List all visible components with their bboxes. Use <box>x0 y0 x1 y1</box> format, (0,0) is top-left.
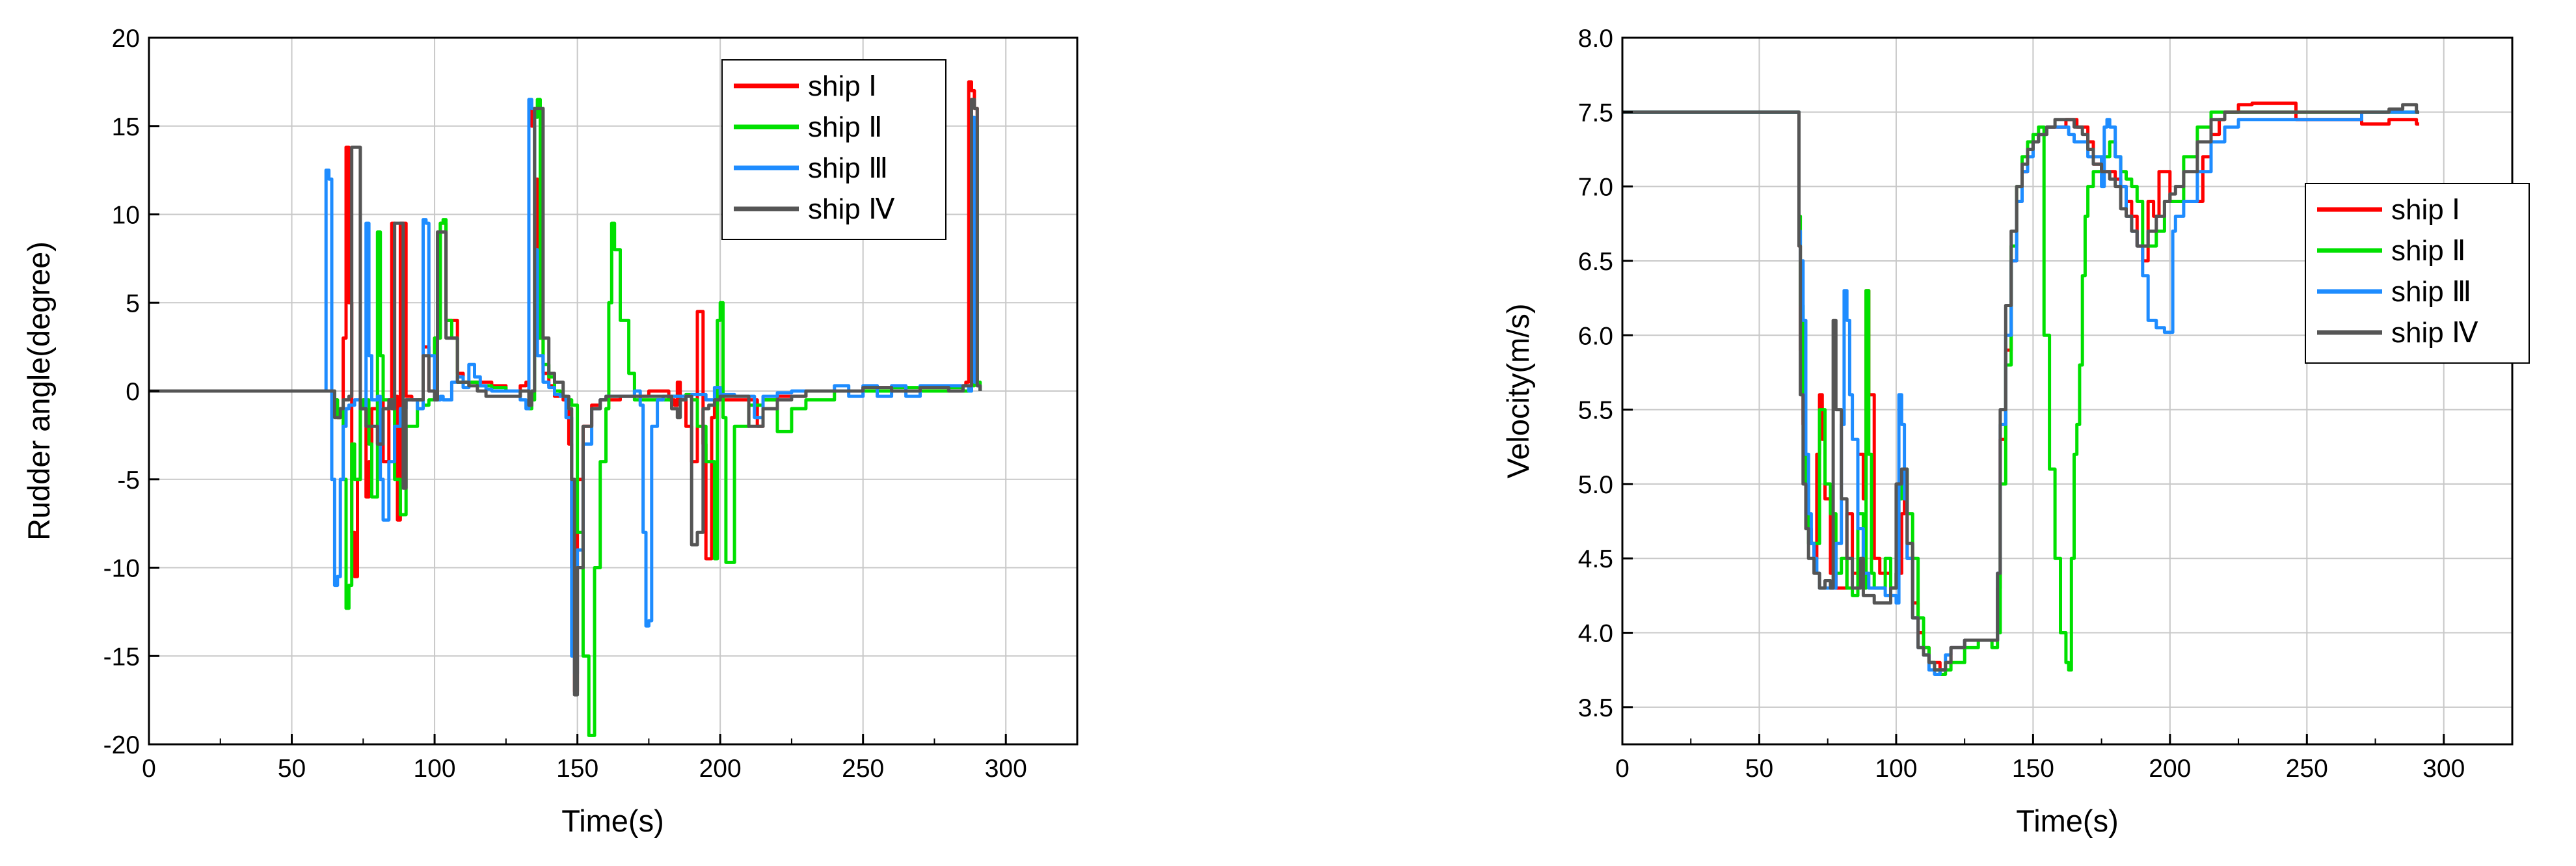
velocity-legend-label-4: ship Ⅳ <box>2391 317 2478 349</box>
velocity-y-tick-label: 5.5 <box>1578 397 1613 425</box>
rudder-legend-label-3: ship Ⅲ <box>808 152 888 184</box>
rudder-x-tick-label: 50 <box>278 755 306 783</box>
rudder-series-line-3 <box>149 98 982 675</box>
velocity-y-tick-label: 6.0 <box>1578 322 1613 350</box>
velocity-x-tick-label: 100 <box>1875 755 1917 783</box>
rudder-y-tick-label: -10 <box>103 555 140 583</box>
velocity-series-group <box>1622 101 2419 676</box>
rudder-x-tick-label: 0 <box>142 755 156 783</box>
rudder-y-tick-label: -20 <box>103 731 140 759</box>
velocity-series-line-4 <box>1622 103 2419 672</box>
rudder-y-tick-label: 10 <box>112 202 140 230</box>
rudder-x-tick-label: 200 <box>699 755 742 783</box>
velocity-chart: 0 50 100 150 200 250 300 3.5 4.0 4.5 5.0 5.5 6.0 6.5 7… <box>1501 25 2530 838</box>
velocity-y-tick-label: 7.0 <box>1578 174 1613 202</box>
rudder-x-tick-label: 300 <box>985 755 1027 783</box>
velocity-x-tick-label: 200 <box>2149 755 2191 783</box>
velocity-x-tick-label: 150 <box>2012 755 2054 783</box>
velocity-series-line-3 <box>1622 110 2419 676</box>
velocity-y-tick-label: 3.5 <box>1578 694 1613 722</box>
velocity-x-tick-label: 0 <box>1615 755 1630 783</box>
rudder-y-tick-label: -15 <box>103 643 140 671</box>
rudder-y-tick-label: 0 <box>126 378 140 406</box>
rudder-x-tick-label: 250 <box>842 755 884 783</box>
velocity-x-axis-title: Time(s) <box>2016 804 2119 838</box>
velocity-plot-frame <box>1621 36 2514 746</box>
rudder-y-axis-title: Rudder angle(degree) <box>21 241 56 541</box>
rudder-y-tick-label: 15 <box>112 113 140 141</box>
rudder-y-tick-label: 5 <box>126 290 140 318</box>
velocity-y-tick-label: 5.0 <box>1578 471 1613 499</box>
velocity-x-tick-label: 300 <box>2422 755 2465 783</box>
velocity-axis-ticks: 0 50 100 150 200 250 300 3.5 4.0 4.5 5.0 5.5 6.0 6.5 7… <box>1578 25 2465 783</box>
velocity-x-tick-label: 50 <box>1745 755 1773 783</box>
velocity-legend-label-2: ship Ⅱ <box>2391 235 2466 267</box>
velocity-legend-label-3: ship Ⅲ <box>2391 276 2471 308</box>
rudder-legend: ship Ⅰ ship Ⅱ ship Ⅲ ship Ⅳ <box>721 59 946 240</box>
rudder-y-tick-label: -5 <box>117 467 140 494</box>
velocity-y-tick-label: 4.5 <box>1578 545 1613 573</box>
velocity-y-tick-label: 8.0 <box>1578 25 1613 53</box>
rudder-legend-label-2: ship Ⅱ <box>808 111 883 143</box>
rudder-series-line-4 <box>149 98 982 697</box>
velocity-y-tick-label: 7.5 <box>1578 99 1613 127</box>
rudder-y-tick-label: 20 <box>112 25 140 53</box>
rudder-x-tick-label: 100 <box>414 755 456 783</box>
rudder-x-tick-label: 150 <box>556 755 598 783</box>
velocity-legend-label-1: ship Ⅰ <box>2391 194 2460 226</box>
velocity-y-axis-title: Velocity(m/s) <box>1501 304 1535 479</box>
rudder-legend-label-1: ship Ⅰ <box>808 70 877 102</box>
rudder-angle-chart: 0 50 100 150 200 250 300 -20 -15 -10 -5 0 5 10 15 20 sh… <box>21 25 1079 838</box>
rudder-axis-ticks: 0 50 100 150 200 250 300 -20 -15 -10 -5 0 5 10 15 20 <box>103 25 1027 783</box>
velocity-y-tick-label: 6.5 <box>1578 248 1613 276</box>
rudder-x-axis-title: Time(s) <box>561 804 664 838</box>
velocity-legend: ship Ⅰ ship Ⅱ ship Ⅲ ship Ⅳ <box>2305 183 2530 364</box>
velocity-y-tick-label: 4.0 <box>1578 620 1613 648</box>
velocity-x-tick-label: 250 <box>2286 755 2328 783</box>
rudder-series-group <box>149 80 982 737</box>
rudder-legend-label-4: ship Ⅳ <box>808 193 895 225</box>
